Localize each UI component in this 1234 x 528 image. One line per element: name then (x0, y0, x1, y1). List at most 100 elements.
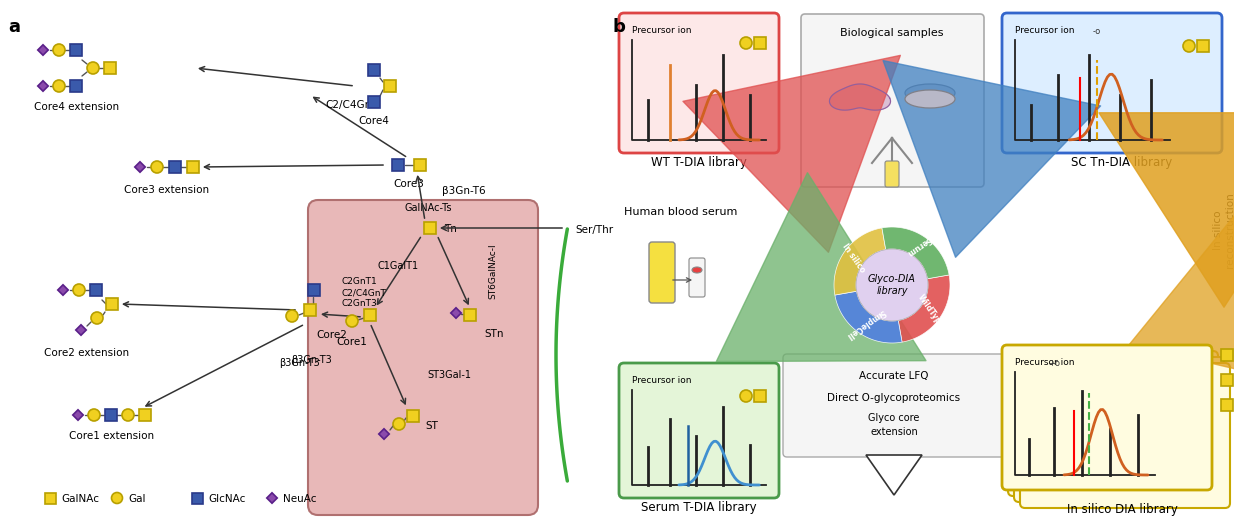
Text: In silico DIA library: In silico DIA library (1066, 503, 1177, 516)
FancyBboxPatch shape (1008, 351, 1218, 496)
Ellipse shape (905, 84, 955, 102)
Text: Precursor ion: Precursor ion (632, 376, 691, 385)
Polygon shape (450, 308, 462, 318)
Bar (188, 161, 199, 173)
Text: β3Gn-T3: β3Gn-T3 (291, 355, 332, 365)
FancyBboxPatch shape (885, 161, 900, 187)
Text: C2GnT1: C2GnT1 (342, 278, 378, 287)
Text: GalNAc-Ts: GalNAc-Ts (405, 203, 452, 213)
Polygon shape (379, 429, 389, 439)
Text: C2/C4GnT: C2/C4GnT (342, 288, 387, 297)
Text: Human blood serum: Human blood serum (624, 207, 738, 217)
Bar (105, 409, 117, 421)
Polygon shape (898, 275, 950, 342)
Bar (304, 304, 316, 316)
Bar (1220, 399, 1233, 411)
Text: ST3Gal-1: ST3Gal-1 (427, 370, 471, 380)
Polygon shape (267, 493, 278, 503)
Bar (70, 44, 81, 56)
Text: Precursor ion: Precursor ion (1016, 26, 1075, 35)
Text: ST6GalNAc-I: ST6GalNAc-I (487, 243, 497, 299)
Bar (754, 37, 766, 49)
Bar (1197, 40, 1209, 52)
Text: Core1 extension: Core1 extension (69, 431, 154, 441)
Bar (368, 64, 380, 76)
Text: Precursor ion: Precursor ion (632, 26, 691, 35)
FancyBboxPatch shape (1021, 363, 1230, 508)
Bar (70, 80, 81, 92)
Polygon shape (866, 455, 922, 495)
Text: Core4: Core4 (359, 116, 390, 126)
Bar (364, 309, 376, 321)
Polygon shape (75, 325, 86, 335)
Text: SC Tn-DIA library: SC Tn-DIA library (1071, 156, 1172, 169)
Circle shape (73, 284, 85, 296)
Bar (191, 493, 202, 504)
Text: Accurate LFQ: Accurate LFQ (859, 371, 929, 381)
Polygon shape (834, 228, 886, 295)
Polygon shape (835, 291, 902, 343)
Text: Serum T-DIA library: Serum T-DIA library (642, 501, 756, 514)
Polygon shape (58, 285, 68, 295)
Bar (308, 284, 320, 296)
Bar (139, 409, 151, 421)
Circle shape (1183, 40, 1195, 52)
Circle shape (111, 493, 122, 504)
Text: Tn: Tn (444, 224, 457, 234)
FancyBboxPatch shape (1002, 13, 1222, 153)
Circle shape (346, 315, 358, 327)
Text: NeuAc: NeuAc (283, 494, 316, 504)
Circle shape (122, 409, 135, 421)
Bar (90, 284, 102, 296)
Polygon shape (135, 162, 146, 172)
Bar (1220, 349, 1233, 361)
FancyBboxPatch shape (801, 14, 983, 187)
Circle shape (53, 44, 65, 56)
FancyBboxPatch shape (308, 200, 538, 515)
Text: Core2 extension: Core2 extension (44, 348, 130, 358)
FancyBboxPatch shape (689, 258, 705, 297)
Bar (754, 390, 766, 402)
Polygon shape (829, 84, 891, 110)
Text: β3Gn-T3: β3Gn-T3 (280, 358, 321, 368)
Circle shape (88, 409, 100, 421)
Text: a: a (7, 18, 20, 36)
FancyBboxPatch shape (619, 363, 779, 498)
Circle shape (392, 418, 405, 430)
Text: β3Gn-T6: β3Gn-T6 (442, 186, 486, 196)
Text: Biological samples: Biological samples (840, 28, 944, 38)
Bar (424, 222, 436, 234)
Text: +o: +o (1048, 359, 1060, 368)
Text: extension: extension (870, 427, 918, 437)
Text: C2/C4GnT: C2/C4GnT (325, 100, 378, 110)
Ellipse shape (905, 90, 955, 108)
Text: Core3 extension: Core3 extension (125, 185, 210, 195)
Text: GalNAc: GalNAc (60, 494, 99, 504)
Text: ST: ST (424, 421, 438, 431)
Polygon shape (73, 410, 83, 420)
Text: Core2: Core2 (316, 330, 347, 340)
Bar (464, 309, 476, 321)
Text: Core4 extension: Core4 extension (35, 102, 120, 112)
Circle shape (286, 310, 297, 322)
Bar (44, 493, 56, 504)
Bar (1220, 374, 1233, 386)
Bar (384, 80, 396, 92)
FancyBboxPatch shape (1002, 345, 1212, 490)
Polygon shape (38, 81, 48, 91)
Circle shape (53, 80, 65, 92)
Text: Precursor ion: Precursor ion (1016, 358, 1075, 367)
Circle shape (91, 312, 102, 324)
Bar (392, 159, 404, 171)
FancyBboxPatch shape (619, 13, 779, 153)
Text: Serum: Serum (905, 235, 933, 258)
Text: Core1: Core1 (337, 337, 368, 347)
Text: GlcNAc: GlcNAc (209, 494, 246, 504)
Text: Ser/Thr: Ser/Thr (575, 225, 613, 235)
Text: In silico
reconstruction: In silico reconstruction (1213, 192, 1234, 268)
Text: In silico: In silico (840, 242, 866, 274)
Polygon shape (882, 227, 949, 279)
Bar (413, 159, 426, 171)
Bar (104, 62, 116, 74)
Circle shape (740, 390, 752, 402)
